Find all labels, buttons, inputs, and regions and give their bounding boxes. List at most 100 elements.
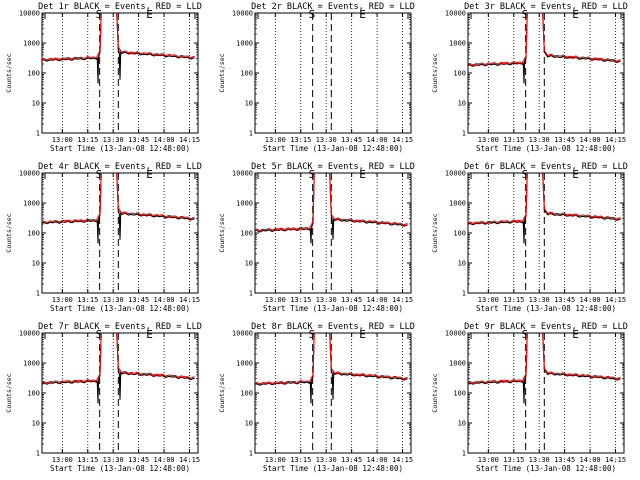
- start-marker-label: S: [522, 8, 529, 21]
- y-tick-label: 1: [249, 450, 253, 458]
- x-axis-label: Start Time (13-Jan-08 12:48:00): [50, 144, 190, 153]
- end-marker-label: E: [146, 8, 153, 21]
- y-tick-label: 10: [32, 420, 40, 428]
- y-tick-label: 10: [458, 420, 466, 428]
- x-tick-label: 13:45: [554, 456, 575, 464]
- y-tick-label: 1: [36, 290, 40, 298]
- x-tick-label: 13:45: [554, 136, 575, 144]
- series-lld-line: [468, 173, 621, 224]
- y-tick-label: 1: [462, 450, 466, 458]
- x-axis-label: Start Time (13-Jan-08 12:48:00): [263, 464, 403, 473]
- y-tick-label: 1: [249, 290, 253, 298]
- plot-frame: [467, 172, 625, 294]
- x-tick-label: 13:30: [103, 456, 124, 464]
- y-tick-label: 10000: [445, 170, 466, 178]
- x-tick-label: 14:00: [580, 456, 601, 464]
- y-tick-label: 10: [245, 260, 253, 268]
- end-marker-label: E: [572, 328, 579, 341]
- x-tick-label: 13:30: [316, 136, 337, 144]
- chart-panel-det-4: Det 4r BLACK = Events, RED = LLD S E 1 10 100…: [0, 160, 213, 320]
- x-tick-label: 13:30: [103, 296, 124, 304]
- start-marker-label: S: [96, 328, 103, 341]
- x-axis-label: Start Time (13-Jan-08 12:48:00): [50, 304, 190, 313]
- y-tick-label: 1000: [23, 40, 40, 48]
- y-tick-label: 100: [453, 230, 466, 238]
- x-tick-label: 13:00: [478, 136, 499, 144]
- x-tick-label: 14:15: [605, 456, 626, 464]
- x-tick-label: 14:00: [580, 296, 601, 304]
- x-tick-label: 13:00: [265, 456, 286, 464]
- chart-title: Det 6r BLACK = Events, RED = LLD: [464, 162, 628, 172]
- y-tick-label: 1000: [23, 200, 40, 208]
- series-lld-line: [42, 13, 195, 61]
- y-tick-label: 10000: [19, 330, 40, 338]
- y-axis-label: Counts/sec: [5, 373, 13, 412]
- chart-panel-det-7: Det 7r BLACK = Events, RED = LLD S E 1 10 100…: [0, 320, 213, 480]
- series-group: [468, 173, 621, 244]
- y-tick-label: 100: [27, 230, 40, 238]
- end-marker-label: E: [146, 328, 153, 341]
- x-tick-label: 13:30: [529, 296, 550, 304]
- start-marker-label: S: [522, 328, 529, 341]
- y-tick-label: 1000: [23, 360, 40, 368]
- x-tick-label: 13:15: [77, 456, 98, 464]
- series-events-line: [468, 333, 621, 404]
- y-tick-label: 10000: [232, 170, 253, 178]
- x-tick-label: 13:45: [128, 456, 149, 464]
- y-tick-label: 1000: [449, 200, 466, 208]
- x-tick-label: 14:00: [154, 456, 175, 464]
- x-tick-label: 14:00: [367, 136, 388, 144]
- series-group: [255, 173, 408, 244]
- y-tick-label: 10: [245, 100, 253, 108]
- start-marker-label: S: [309, 328, 316, 341]
- chart-title: Det 1r BLACK = Events, RED = LLD: [38, 2, 202, 12]
- start-marker-label: S: [96, 168, 103, 181]
- x-tick-label: 13:15: [290, 296, 311, 304]
- chart-title: Det 2r BLACK = Events, RED = LLD: [251, 2, 415, 12]
- series-group: [468, 13, 621, 84]
- y-tick-label: 1: [36, 130, 40, 138]
- y-axis-label: Counts/sec: [431, 53, 439, 92]
- series-group: [42, 13, 195, 84]
- x-axis-label: Start Time (13-Jan-08 12:48:00): [50, 464, 190, 473]
- series-lld-line: [255, 173, 408, 232]
- y-tick-label: 1: [249, 130, 253, 138]
- x-tick-label: 13:00: [478, 296, 499, 304]
- x-tick-label: 13:30: [316, 456, 337, 464]
- x-tick-label: 13:45: [128, 136, 149, 144]
- y-axis-label: Counts/sec: [431, 213, 439, 252]
- series-events-line: [255, 333, 408, 404]
- y-tick-label: 100: [240, 230, 253, 238]
- y-tick-label: 100: [240, 70, 253, 78]
- y-tick-label: 10000: [232, 330, 253, 338]
- end-marker-label: E: [359, 8, 366, 21]
- x-tick-label: 13:45: [341, 136, 362, 144]
- y-tick-label: 10000: [445, 10, 466, 18]
- chart-title: Det 7r BLACK = Events, RED = LLD: [38, 322, 202, 332]
- y-tick-label: 100: [27, 390, 40, 398]
- x-tick-label: 14:00: [154, 296, 175, 304]
- x-tick-label: 13:30: [529, 456, 550, 464]
- y-tick-label: 100: [27, 70, 40, 78]
- x-tick-label: 14:15: [392, 136, 413, 144]
- y-tick-label: 1: [462, 290, 466, 298]
- x-tick-label: 13:45: [341, 456, 362, 464]
- series-group: [255, 333, 408, 404]
- chart-title: Det 3r BLACK = Events, RED = LLD: [464, 2, 628, 12]
- x-tick-label: 14:15: [392, 296, 413, 304]
- start-marker-label: S: [96, 8, 103, 21]
- x-tick-label: 13:15: [503, 456, 524, 464]
- x-tick-label: 13:00: [478, 456, 499, 464]
- x-tick-label: 13:15: [503, 296, 524, 304]
- x-axis-label: Start Time (13-Jan-08 12:48:00): [476, 144, 616, 153]
- plot-frame: [467, 332, 625, 454]
- x-tick-label: 13:15: [77, 296, 98, 304]
- chart-title: Det 9r BLACK = Events, RED = LLD: [464, 322, 628, 332]
- series-events-line: [468, 13, 621, 84]
